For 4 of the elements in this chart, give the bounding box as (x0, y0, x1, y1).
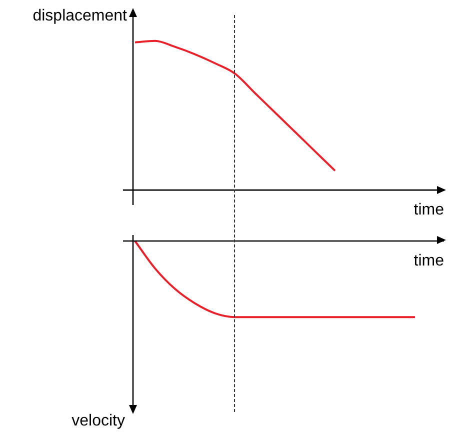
x-axis-title: time (414, 252, 444, 270)
y-axis-title: velocity (72, 412, 125, 430)
y-axis-title: displacement (32, 7, 128, 24)
x-axis-title: time (414, 201, 444, 218)
